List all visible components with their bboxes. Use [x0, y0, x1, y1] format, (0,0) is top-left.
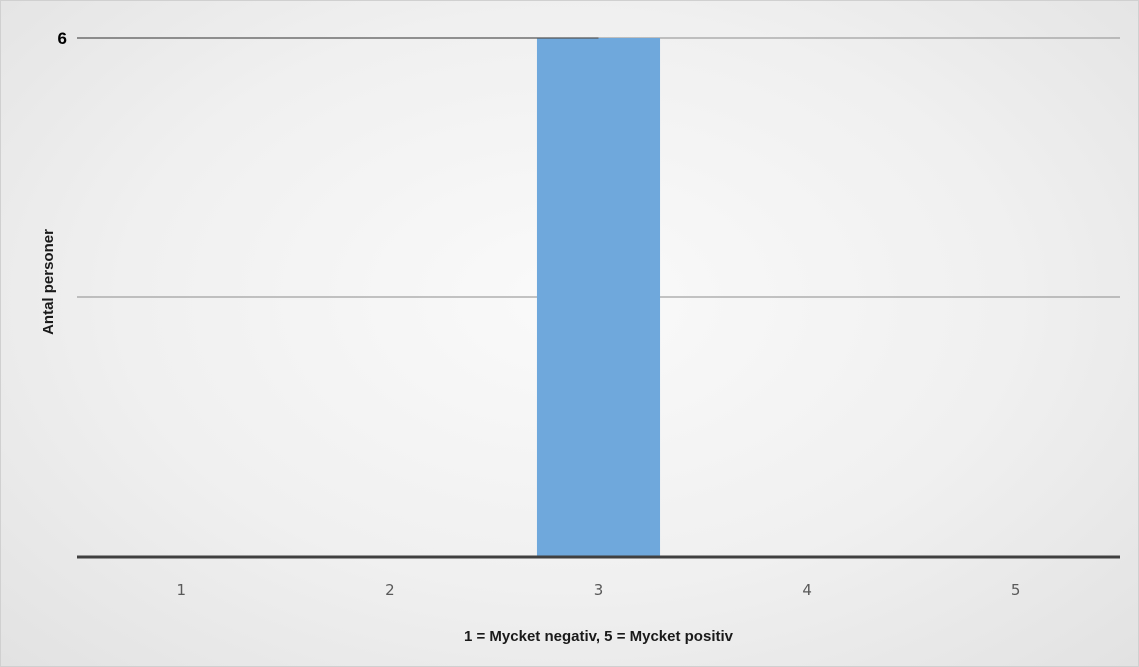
y-tick-label: 6 — [58, 29, 67, 48]
bars — [536, 38, 661, 556]
axes — [77, 37, 1120, 559]
x-tick-label: 4 — [802, 581, 812, 599]
bar-3 — [536, 38, 661, 556]
x-tick-labels: 1 2 3 4 5 — [177, 581, 1021, 599]
x-tick-label: 2 — [385, 581, 395, 599]
x-tick-label: 5 — [1011, 581, 1021, 599]
x-tick-label: 1 — [177, 581, 187, 599]
y-axis-title: Antal personer — [40, 229, 57, 335]
x-axis-title: 1 = Mycket negativ, 5 = Mycket positiv — [464, 628, 734, 645]
x-tick-label: 3 — [594, 581, 604, 599]
y-tick-labels: 6 — [58, 29, 67, 48]
